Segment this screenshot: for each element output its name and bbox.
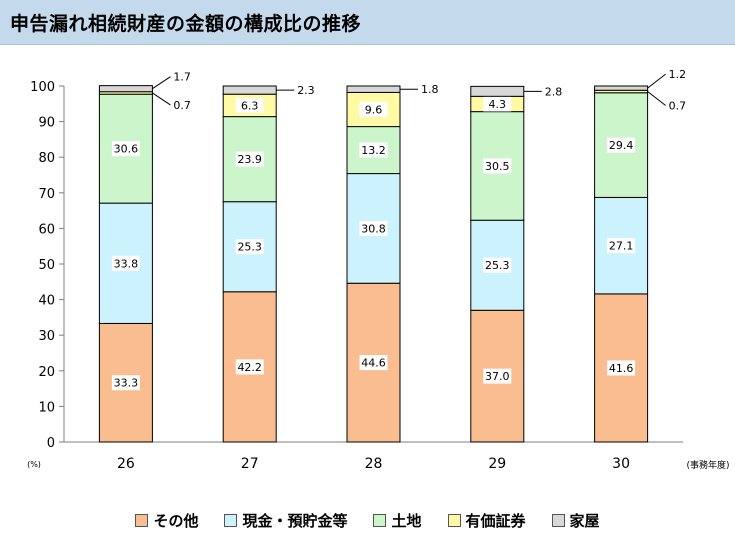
value-label-box	[483, 368, 512, 384]
value-label: 29.4	[609, 139, 634, 152]
bar-segment	[346, 85, 401, 93]
callout-line	[152, 76, 171, 90]
value-label: 0.7	[173, 99, 191, 112]
bar-segment	[470, 85, 525, 97]
callout-line	[647, 91, 666, 106]
x-tick-label: 30	[612, 456, 630, 472]
legend-item-other: その他	[135, 510, 198, 531]
y-tick-label: 10	[38, 400, 55, 415]
value-label-box	[359, 142, 388, 158]
value-label-box	[607, 137, 636, 153]
value-label-box	[235, 151, 264, 167]
bar-segment	[222, 85, 277, 95]
value-label-box	[483, 96, 512, 112]
y-tick-label: 70	[38, 187, 55, 202]
value-label: 6.3	[241, 99, 259, 112]
x-tick-label: 27	[241, 456, 259, 472]
value-label-box	[607, 238, 636, 254]
value-label-box	[111, 141, 140, 157]
value-label-box	[359, 355, 388, 371]
x-unit-label: (事務年度)	[686, 459, 729, 471]
value-label: 42.2	[237, 361, 262, 374]
value-label: 27.1	[609, 240, 634, 253]
value-label: 13.2	[361, 144, 386, 157]
legend-item-securities: 有価証券	[447, 510, 526, 531]
value-label: 30.5	[485, 160, 510, 173]
value-label: 25.3	[485, 259, 510, 272]
value-label-box	[359, 220, 388, 236]
value-label-box	[607, 360, 636, 376]
y-tick-label: 20	[38, 365, 55, 380]
x-tick-label: 26	[117, 456, 135, 472]
value-label: 25.3	[237, 241, 262, 254]
legend-item-house: 家屋	[551, 510, 600, 531]
value-label: 4.3	[489, 98, 507, 111]
legend-label-other: その他	[153, 511, 199, 530]
title-bar: 申告漏れ相続財産の金額の構成比の推移	[0, 0, 735, 45]
value-label: 1.8	[421, 83, 439, 96]
y-tick-label: 30	[38, 329, 55, 344]
legend-item-land: 土地	[373, 510, 422, 531]
value-label: 44.6	[361, 357, 386, 370]
legend-swatch-other	[135, 513, 149, 527]
value-label: 37.0	[485, 370, 510, 383]
value-label: 30.6	[114, 143, 139, 156]
value-label: 23.9	[237, 153, 262, 166]
page-title: 申告漏れ相続財産の金額の構成比の推移	[10, 13, 362, 35]
y-tick-label: 40	[38, 294, 55, 309]
y-tick-label: 0	[47, 436, 55, 451]
value-label: 2.3	[297, 84, 315, 97]
y-tick-label: 100	[30, 80, 55, 95]
value-label: 33.8	[114, 257, 139, 270]
legend-label-house: 家屋	[569, 511, 600, 530]
value-label: 30.8	[361, 222, 386, 235]
value-label: 41.6	[609, 362, 634, 375]
legend-label-land: 土地	[391, 511, 422, 530]
legend-label-securities: 有価証券	[465, 511, 526, 530]
value-label-box	[235, 97, 264, 113]
y-tick-label: 80	[38, 151, 55, 166]
value-label: 1.7	[173, 71, 191, 84]
y-tick-label: 50	[38, 258, 55, 273]
legend-swatch-securities	[447, 513, 461, 527]
legend-item-cash: 現金・預貯金等	[224, 510, 347, 531]
y-tick-label: 90	[38, 116, 55, 131]
value-label-box	[359, 101, 388, 117]
legend: その他 現金・預貯金等 土地 有価証券 家屋	[0, 508, 735, 532]
legend-swatch-land	[373, 513, 387, 527]
value-label: 33.3	[114, 377, 139, 390]
value-label: 2.8	[545, 85, 563, 98]
bar-segment	[98, 85, 153, 93]
value-label-box	[483, 158, 512, 174]
legend-label-cash: 現金・預貯金等	[242, 511, 348, 530]
value-label-box	[111, 375, 140, 391]
y-tick-label: 60	[38, 222, 55, 237]
legend-swatch-cash	[224, 513, 238, 527]
value-label-box	[235, 239, 264, 255]
value-label-box	[111, 255, 140, 271]
value-label-box	[483, 257, 512, 273]
x-tick-label: 29	[488, 456, 506, 472]
x-tick-label: 28	[365, 456, 383, 472]
callout-line	[152, 92, 171, 106]
value-label: 1.2	[669, 68, 687, 81]
legend-swatch-house	[551, 513, 565, 527]
value-label-box	[235, 359, 264, 375]
y-unit-label: (%)	[27, 460, 41, 469]
bar-segment	[594, 85, 649, 91]
callout-line	[647, 73, 666, 89]
value-label: 9.6	[365, 103, 383, 116]
value-label: 0.7	[669, 100, 687, 113]
